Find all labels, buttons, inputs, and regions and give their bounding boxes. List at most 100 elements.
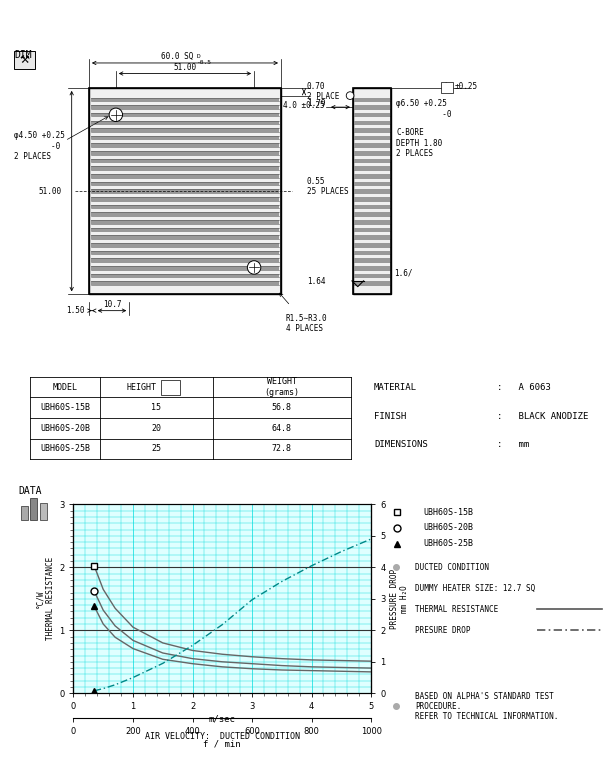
Text: THERMAL RESISTANCE: THERMAL RESISTANCE [415, 605, 498, 614]
Text: DATA: DATA [18, 486, 41, 496]
Text: DUCTED CONDITION: DUCTED CONDITION [415, 563, 489, 572]
Bar [354, 151, 390, 154]
Bar [91, 220, 279, 224]
Bar [353, 88, 392, 295]
Bar [30, 498, 37, 520]
Bar [91, 97, 279, 101]
Circle shape [109, 108, 123, 122]
Bar [91, 243, 279, 247]
Bar [354, 197, 390, 201]
Text: BASED ON ALPHA'S STANDARD TEST
PROCEDURE.
REFER TO TECHNICAL INFORMATION.: BASED ON ALPHA'S STANDARD TEST PROCEDURE… [415, 692, 558, 721]
Bar [91, 189, 279, 193]
Text: 1.79: 1.79 [307, 99, 325, 108]
Bar [91, 274, 279, 277]
Text: WEIGHT
(grams): WEIGHT (grams) [264, 377, 299, 396]
Bar [91, 151, 279, 154]
Bar [354, 235, 390, 239]
Text: 51.00: 51.00 [173, 62, 196, 72]
X-axis label: f / min: f / min [204, 739, 241, 748]
Bar [91, 105, 279, 109]
Bar [354, 243, 390, 247]
Bar [354, 282, 390, 285]
Text: h: h [444, 82, 449, 91]
Text: ⚒: ⚒ [19, 55, 30, 65]
Bar [354, 97, 390, 101]
Text: PRESURE DROP: PRESURE DROP [415, 626, 471, 635]
Bar [91, 212, 279, 216]
Text: UBH60S-15B: UBH60S-15B [40, 403, 90, 412]
Text: :   BLACK ANODIZE: : BLACK ANODIZE [497, 412, 588, 421]
Bar [91, 266, 279, 269]
Bar [353, 88, 392, 295]
Bar [89, 88, 281, 295]
Text: MODEL: MODEL [52, 383, 77, 392]
Text: UBH60S-20B: UBH60S-20B [40, 424, 90, 433]
Bar [354, 105, 390, 109]
Text: 1.50: 1.50 [67, 306, 85, 315]
Text: DIMENSIONS: DIMENSIONS [374, 440, 428, 449]
Bar [354, 274, 390, 277]
Bar [91, 120, 279, 124]
Text: 15: 15 [151, 403, 162, 412]
Text: 10.7: 10.7 [103, 300, 121, 309]
Bar [91, 144, 279, 147]
Text: 72.8: 72.8 [272, 444, 292, 454]
Bar [91, 135, 279, 139]
Bar [91, 205, 279, 209]
Bar [91, 228, 279, 231]
Text: 1.6/: 1.6/ [394, 269, 413, 278]
Bar [354, 259, 390, 262]
Bar [91, 197, 279, 201]
Text: 0.55
25 PLACES: 0.55 25 PLACES [307, 177, 348, 196]
Text: 64.8: 64.8 [272, 424, 292, 433]
Bar [91, 182, 279, 185]
Text: DUMMY HEATER SIZE: 12.7 SQ: DUMMY HEATER SIZE: 12.7 SQ [415, 584, 535, 593]
Circle shape [247, 261, 261, 274]
Bar [354, 113, 390, 116]
Text: :   mm: : mm [497, 440, 529, 449]
Bar [91, 128, 279, 132]
Bar [91, 167, 279, 170]
Text: R1.5∼R3.0
4 PLACES: R1.5∼R3.0 4 PLACES [286, 314, 327, 333]
Text: DIM: DIM [14, 49, 32, 59]
Bar [89, 88, 281, 295]
Bar [354, 228, 390, 231]
Text: UBH60S-15B: UBH60S-15B [424, 508, 474, 517]
Y-axis label: PRESSURE DROP
mm H₂O: PRESSURE DROP mm H₂O [390, 568, 409, 629]
Bar [354, 174, 390, 177]
Text: AIR VELOCITY:  DUCTED CONDITION: AIR VELOCITY: DUCTED CONDITION [145, 732, 300, 741]
Text: 51.00: 51.00 [39, 186, 62, 196]
Text: FINISH: FINISH [374, 412, 406, 421]
Bar [354, 266, 390, 269]
Bar [91, 259, 279, 262]
Text: ±0.25: ±0.25 [455, 82, 478, 91]
Text: 25: 25 [151, 444, 162, 454]
Text: D
-0.5: D -0.5 [196, 54, 212, 65]
Text: HEIGHT: HEIGHT [127, 383, 157, 392]
Text: h: h [168, 383, 173, 392]
Bar [354, 167, 390, 170]
Bar [354, 205, 390, 209]
Text: UBH60S-25B: UBH60S-25B [40, 444, 90, 454]
Text: 0.70
2 PLACE: 0.70 2 PLACE [307, 82, 339, 101]
Bar [354, 220, 390, 224]
Bar [441, 82, 453, 93]
Bar [354, 159, 390, 162]
Bar [91, 159, 279, 162]
Text: φ4.50 +0.25
        -0
2 PLACES: φ4.50 +0.25 -0 2 PLACES [14, 131, 65, 161]
Bar [354, 120, 390, 124]
Bar [354, 189, 390, 193]
Bar [354, 144, 390, 147]
Bar [91, 250, 279, 254]
Text: C-BORE
DEPTH 1.80
2 PLACES: C-BORE DEPTH 1.80 2 PLACES [396, 129, 443, 158]
Bar [91, 235, 279, 239]
Circle shape [346, 92, 354, 100]
Text: 20: 20 [151, 424, 162, 433]
Text: 1.64: 1.64 [307, 277, 325, 286]
Text: 60.0 SQ: 60.0 SQ [161, 52, 193, 61]
Bar [354, 128, 390, 132]
Text: 4.0 ±0.25: 4.0 ±0.25 [283, 100, 324, 110]
Bar [354, 182, 390, 185]
Bar [21, 505, 28, 520]
Text: UBH60S-20B: UBH60S-20B [424, 524, 474, 533]
